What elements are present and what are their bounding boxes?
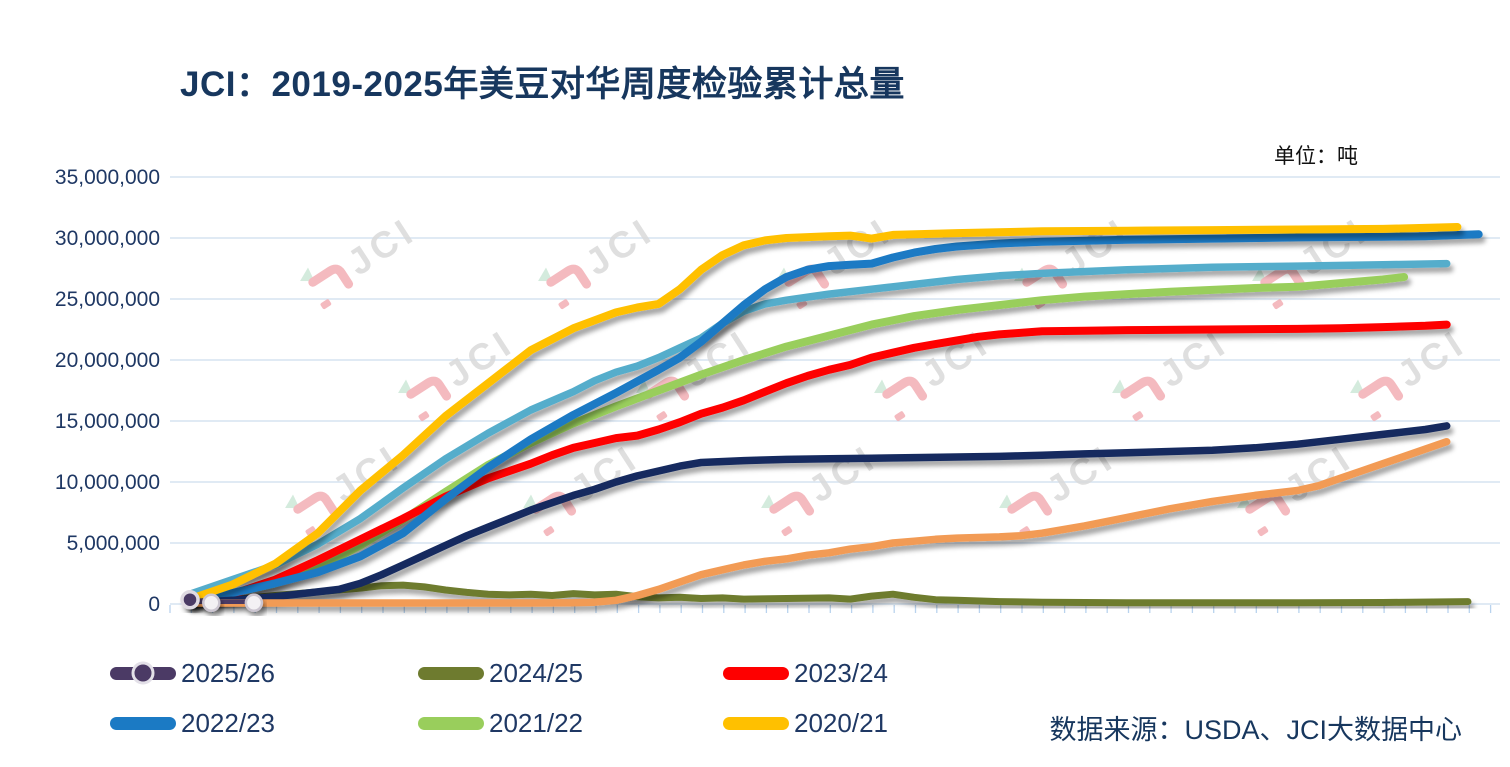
watermark-text: JCI <box>325 436 408 510</box>
legend-item-2025-26: 2025/26 <box>110 658 275 688</box>
series-line-2022-23 <box>186 230 1483 605</box>
legend-swatch-2024-25 <box>418 666 484 680</box>
series-line-2020-21 <box>186 223 1462 604</box>
jci-watermark: JCI <box>523 436 646 537</box>
legend-label: 2022/23 <box>181 707 275 738</box>
unit-label: 单位：吨 <box>1274 145 1358 168</box>
series-line-2024-25 <box>186 581 1472 607</box>
legend-item-2024-25: 2024/25 <box>418 658 583 688</box>
legend-label: 2024/25 <box>489 657 583 688</box>
legend-item-2022-23: 2022/23 <box>110 708 275 738</box>
watermark-text: JCI <box>1292 209 1375 283</box>
legend-label: 2020/21 <box>794 707 888 738</box>
chart-legend: 2025/26 2024/25 2023/24 2022/23 2021/22 2020/… <box>110 658 1010 758</box>
watermark-text: JCI <box>1039 436 1122 510</box>
y-axis-label: 0 <box>148 593 160 616</box>
legend-swatch-2020-21 <box>723 716 789 730</box>
jci-watermark: JCI <box>761 436 884 537</box>
y-axis-label: 5,000,000 <box>66 532 160 555</box>
jci-watermark: JCI <box>1350 321 1473 422</box>
legend-label: 2023/24 <box>794 657 888 688</box>
jci-watermark: JCI <box>538 209 661 310</box>
source-text: 数据来源：USDA、JCI大数据中心 <box>1049 715 1462 745</box>
data-point-marker-2025-26 <box>244 593 264 613</box>
watermark-text: JCI <box>816 209 899 283</box>
data-point-marker-2025-26 <box>180 589 200 610</box>
series-line-orange-unlabeled <box>186 437 1451 607</box>
watermark-text: JCI <box>801 436 884 510</box>
data-point-marker-2025-26 <box>202 593 221 613</box>
watermark-text: JCI <box>340 209 423 283</box>
y-axis-label: 10,000,000 <box>54 471 160 494</box>
watermark-text: JCI <box>578 209 661 283</box>
legend-label: 2021/22 <box>489 707 583 738</box>
legend-swatch-2022-23 <box>110 716 176 730</box>
y-axis-label: 15,000,000 <box>54 410 160 433</box>
series-line-navy-unlabeled <box>186 422 1451 607</box>
jci-watermark: JCI <box>300 209 423 310</box>
legend-swatch-2023-24 <box>723 666 789 680</box>
legend-marker-dot <box>131 661 155 685</box>
watermark-text: JCI <box>438 321 521 395</box>
legend-item-2023-24: 2023/24 <box>723 658 888 688</box>
y-axis-label: 30,000,000 <box>54 227 160 250</box>
legend-label: 2025/26 <box>181 657 275 688</box>
legend-swatch-2025-26 <box>110 661 176 685</box>
chart-title: JCI：2019-2025年美豆对华周度检验累计总量 <box>180 65 905 104</box>
y-axis-label: 35,000,000 <box>54 166 160 189</box>
y-axis-label: 20,000,000 <box>54 349 160 372</box>
legend-swatch-2021-22 <box>418 716 484 730</box>
watermark-text: JCI <box>1390 321 1473 395</box>
legend-item-2020-21: 2020/21 <box>723 708 888 738</box>
y-axis-label: 25,000,000 <box>54 288 160 311</box>
jci-watermark: JCI <box>1112 321 1235 422</box>
jci-watermark: JCI <box>1252 209 1375 310</box>
legend-item-2021-22: 2021/22 <box>418 708 583 738</box>
